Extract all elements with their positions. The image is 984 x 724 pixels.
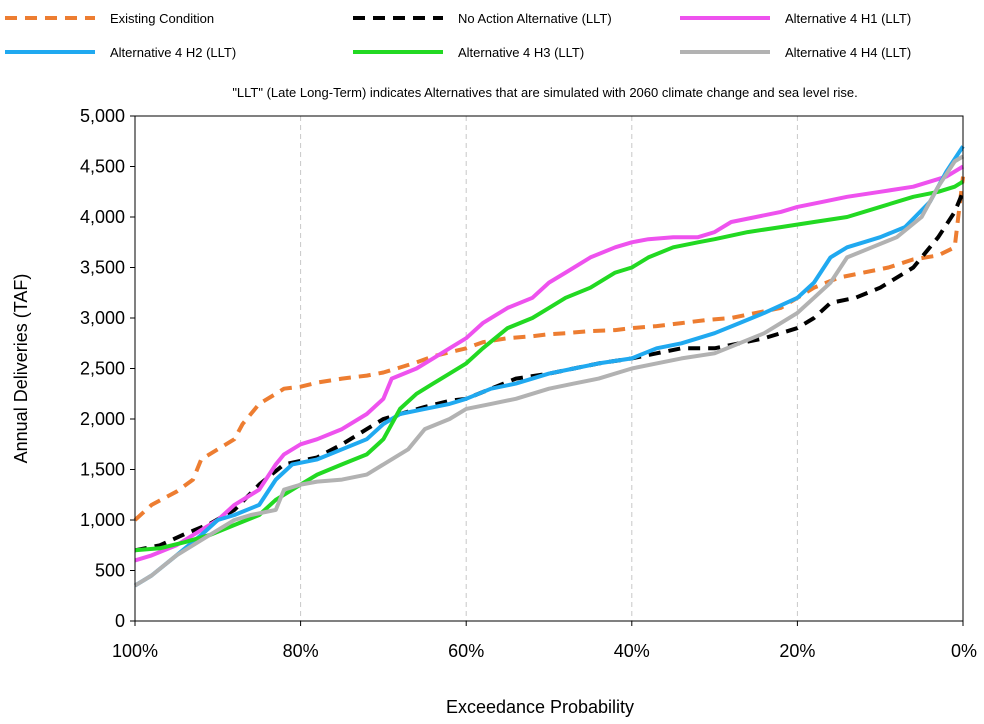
legend: Existing Condition No Action Alternative … <box>5 11 911 60</box>
legend-label: Alternative 4 H2 (LLT) <box>110 45 236 60</box>
series-line-no-action-alternative-llt <box>134 191 965 553</box>
x-axis-ticks: 100% 80% 60% 40% 20% 0% <box>112 621 977 661</box>
chart-note: "LLT" (Late Long-Term) indicates Alterna… <box>232 85 857 100</box>
y-tick-label: 5,000 <box>80 106 125 126</box>
legend-label: No Action Alternative (LLT) <box>458 11 612 26</box>
series-line-alternative-4-h1-llt <box>134 164 965 563</box>
x-tick-label: 80% <box>283 641 319 661</box>
series-line-alternative-4-h4-llt <box>133 154 965 588</box>
series-line-existing-condition <box>133 176 965 522</box>
x-tick-label: 100% <box>112 641 158 661</box>
gridlines <box>300 116 798 621</box>
y-axis-label: Annual Deliveries (TAF) <box>11 274 31 464</box>
y-tick-label: 2,000 <box>80 409 125 429</box>
legend-item-alternative-4-h3-llt: Alternative 4 H3 (LLT) <box>353 45 584 60</box>
legend-item-existing-condition: Existing Condition <box>5 11 214 26</box>
y-tick-label: 3,500 <box>80 258 125 278</box>
y-tick-label: 1,000 <box>80 510 125 530</box>
x-axis-label: Exceedance Probability <box>446 697 634 717</box>
legend-label: Alternative 4 H3 (LLT) <box>458 45 584 60</box>
x-tick-label: 0% <box>951 641 977 661</box>
legend-item-alternative-4-h2-llt: Alternative 4 H2 (LLT) <box>5 45 236 60</box>
legend-label: Existing Condition <box>110 11 214 26</box>
legend-item-alternative-4-h4-llt: Alternative 4 H4 (LLT) <box>680 45 911 60</box>
series-line-alternative-4-h3-llt <box>134 179 965 553</box>
legend-item-alternative-4-h1-llt: Alternative 4 H1 (LLT) <box>680 11 911 26</box>
x-tick-label: 20% <box>779 641 815 661</box>
y-tick-label: 4,000 <box>80 207 125 227</box>
y-tick-label: 500 <box>95 561 125 581</box>
x-tick-label: 60% <box>448 641 484 661</box>
plot-frame <box>134 115 964 622</box>
y-tick-label: 2,500 <box>80 359 125 379</box>
legend-item-no-action-alternative-llt: No Action Alternative (LLT) <box>353 11 612 26</box>
legend-label: Alternative 4 H1 (LLT) <box>785 11 911 26</box>
y-tick-label: 3,000 <box>80 308 125 328</box>
legend-label: Alternative 4 H4 (LLT) <box>785 45 911 60</box>
y-tick-label: 4,500 <box>80 157 125 177</box>
series-line-alternative-4-h2-llt <box>133 145 965 588</box>
plot-lines <box>133 145 965 588</box>
y-tick-label: 1,500 <box>80 460 125 480</box>
x-tick-label: 40% <box>614 641 650 661</box>
y-axis-ticks: 0 500 1,000 1,500 2,000 2,500 3,000 3,500 4,000 4… <box>80 106 135 631</box>
y-tick-label: 0 <box>115 611 125 631</box>
